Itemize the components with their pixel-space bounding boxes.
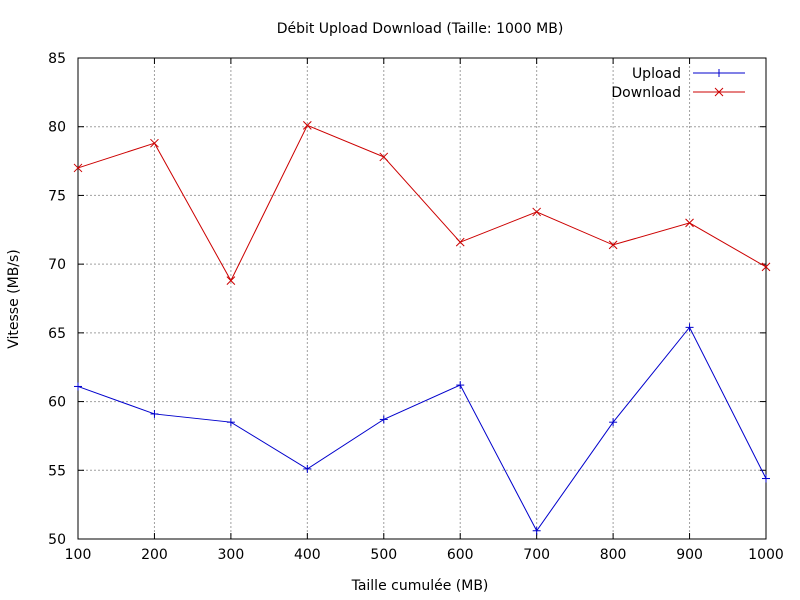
- x-tick-label: 800: [600, 547, 627, 563]
- download-point: [685, 218, 694, 228]
- y-tick-label: 60: [48, 395, 66, 411]
- download-point: [73, 163, 83, 173]
- legend-marker-download: [714, 87, 724, 97]
- download-series: [73, 120, 771, 285]
- x-tick-label: 100: [65, 547, 92, 563]
- legend: Upload Download: [611, 66, 745, 101]
- x-tick-label: 300: [218, 547, 245, 563]
- download-point: [150, 138, 159, 148]
- y-tick-label: 50: [48, 532, 66, 548]
- upload-point: [226, 418, 235, 427]
- y-tick-label: 65: [48, 326, 66, 342]
- download-line: [77, 124, 767, 282]
- x-tick-label: 500: [370, 547, 397, 563]
- upload-point: [532, 526, 541, 535]
- y-tick-label: 70: [48, 257, 66, 273]
- download-point: [761, 262, 771, 272]
- upload-point: [379, 415, 388, 424]
- download-point: [302, 120, 312, 130]
- x-tick-label: 1000: [748, 547, 784, 563]
- upload-point: [609, 418, 618, 427]
- x-tick-label: 600: [447, 547, 474, 563]
- upload-series: [74, 323, 770, 535]
- upload-point: [74, 382, 82, 391]
- download-point: [379, 152, 389, 162]
- x-axis-label: Taille cumulée (MB): [351, 578, 489, 594]
- y-tick-label: 75: [48, 188, 66, 204]
- x-tick-label: 400: [294, 547, 321, 563]
- chart-title: Débit Upload Download (Taille: 1000 MB): [277, 21, 564, 37]
- y-tick-label: 80: [48, 120, 66, 136]
- upload-point: [150, 409, 159, 418]
- x-tick-label: 900: [676, 547, 703, 563]
- grid: [78, 58, 766, 539]
- download-point: [226, 276, 236, 285]
- upload-point: [762, 474, 770, 483]
- y-tick-label: 55: [48, 463, 66, 479]
- upload-point: [456, 381, 465, 390]
- x-tick-label: 200: [141, 547, 168, 563]
- y-axis-label: Vitesse (MB/s): [6, 249, 22, 349]
- upload-point: [685, 323, 694, 332]
- series: [73, 120, 771, 535]
- upload-line: [77, 326, 767, 532]
- download-point: [608, 240, 618, 250]
- x-tick-label: 700: [523, 547, 550, 563]
- plot-frame: [77, 57, 767, 540]
- axes: 100 200 300 400 500 600 700 800 900 1000 50 55 60 65 7…: [48, 51, 784, 563]
- download-point: [455, 237, 465, 247]
- legend-marker-upload: [715, 69, 723, 77]
- legend-label-download: Download: [611, 85, 681, 101]
- download-point: [532, 207, 542, 217]
- upload-point: [303, 464, 312, 473]
- legend-label-upload: Upload: [632, 66, 681, 82]
- y-tick-label: 85: [48, 51, 66, 67]
